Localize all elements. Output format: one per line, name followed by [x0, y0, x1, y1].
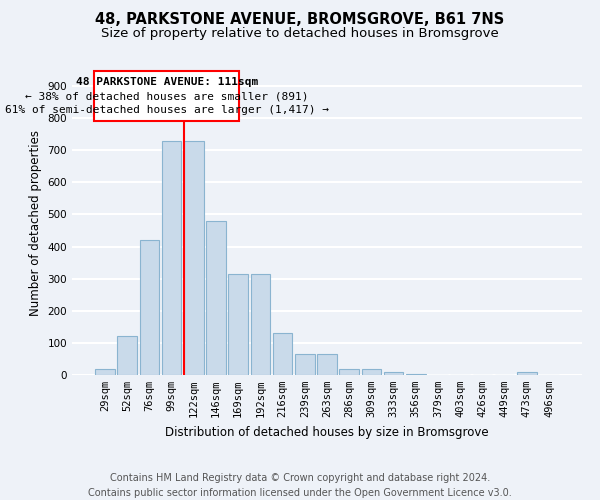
Bar: [140, 240, 159, 375]
Bar: [295, 354, 314, 375]
Text: ← 38% of detached houses are smaller (891): ← 38% of detached houses are smaller (89…: [25, 91, 308, 101]
Bar: [118, 336, 137, 375]
Text: 48, PARKSTONE AVENUE, BROMSGROVE, B61 7NS: 48, PARKSTONE AVENUE, BROMSGROVE, B61 7N…: [95, 12, 505, 28]
Bar: [251, 274, 270, 375]
Bar: [184, 140, 203, 375]
Bar: [206, 221, 226, 375]
Bar: [340, 368, 359, 375]
Text: 48 PARKSTONE AVENUE: 111sqm: 48 PARKSTONE AVENUE: 111sqm: [76, 77, 258, 87]
Bar: [273, 334, 292, 375]
Text: Contains HM Land Registry data © Crown copyright and database right 2024.
Contai: Contains HM Land Registry data © Crown c…: [88, 472, 512, 498]
Bar: [162, 140, 181, 375]
Bar: [229, 274, 248, 375]
Bar: [95, 368, 115, 375]
Text: 61% of semi-detached houses are larger (1,417) →: 61% of semi-detached houses are larger (…: [5, 105, 329, 115]
FancyBboxPatch shape: [94, 70, 239, 122]
Bar: [362, 368, 381, 375]
Y-axis label: Number of detached properties: Number of detached properties: [29, 130, 42, 316]
X-axis label: Distribution of detached houses by size in Bromsgrove: Distribution of detached houses by size …: [165, 426, 489, 438]
Bar: [317, 354, 337, 375]
Bar: [384, 372, 403, 375]
Text: Size of property relative to detached houses in Bromsgrove: Size of property relative to detached ho…: [101, 28, 499, 40]
Bar: [517, 372, 536, 375]
Bar: [406, 374, 425, 375]
